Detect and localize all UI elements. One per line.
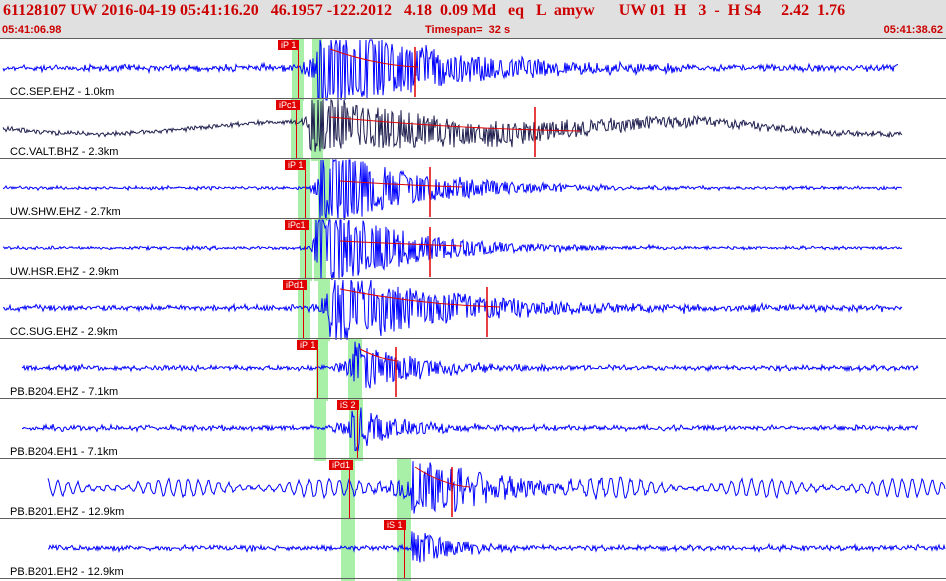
waveform-trace: [2, 39, 899, 101]
waveform-trace: [3, 279, 903, 341]
waveform-panel[interactable]: iP 1 CC.SEP.EHZ - 1.0km: [0, 38, 946, 101]
phase-pick-tag[interactable]: iS 2: [337, 400, 359, 410]
channel-label: UW.HSR.EHZ - 2.9km: [10, 266, 119, 278]
bottom-border: [0, 578, 946, 579]
phase-pick-tag[interactable]: iPd1: [329, 460, 354, 470]
coda-fit-curve: [339, 288, 501, 308]
phase-pick-line: [357, 410, 358, 458]
coda-fit-curve: [359, 348, 399, 362]
phase-pick-line: [298, 50, 299, 98]
header-bar: 61128107 UW 2016-04-19 05:41:16.20 46.19…: [0, 0, 946, 38]
coda-fit-curve: [329, 116, 581, 132]
channel-label: CC.SUG.EHZ - 2.9km: [10, 326, 118, 338]
channel-label: CC.VALT.BHZ - 2.3km: [10, 146, 119, 158]
channel-label: UW.SHW.EHZ - 2.7km: [10, 206, 121, 218]
waveform-plot: [47, 519, 946, 581]
pick-window: [300, 219, 312, 281]
pick-window: [397, 459, 411, 521]
waveform-plot: [2, 159, 903, 221]
start-time: 05:41:06.98: [2, 24, 62, 36]
phase-pick-tag[interactable]: iP 1: [297, 340, 319, 350]
pick-window: [298, 159, 310, 221]
waveform-trace: [2, 219, 903, 281]
pick-window: [316, 339, 328, 401]
waveform-plot: [2, 219, 903, 281]
phase-pick-line: [303, 290, 304, 338]
phase-pick-line: [317, 350, 318, 398]
waveform-panel[interactable]: iP 1 PB.B204.EHZ - 7.1km: [0, 338, 946, 401]
waveform-plot: [3, 279, 903, 341]
coda-fit-curve: [339, 180, 463, 188]
channel-label: PB.B201.EH2 - 12.9km: [10, 566, 124, 578]
waveform-panel[interactable]: iPc1 CC.VALT.BHZ - 2.3km: [0, 98, 946, 161]
phase-pick-line: [305, 230, 306, 278]
waveform-plot: [2, 99, 903, 161]
waveform-trace: [22, 407, 919, 452]
phase-pick-line: [349, 470, 350, 518]
pick-window: [314, 399, 326, 461]
waveform-plot: [21, 339, 919, 401]
coda-fit-curve: [339, 240, 463, 247]
waveform-plot: [22, 399, 919, 461]
waveform-trace: [47, 531, 946, 563]
waveform-panel[interactable]: iPd1 CC.SUG.EHZ - 2.9km: [0, 278, 946, 341]
waveform-panels[interactable]: iP 1 CC.SEP.EHZ - 1.0km iPc1 CC.VALT.BHZ - …: [0, 38, 946, 581]
phase-pick-line: [305, 170, 306, 218]
waveform-panel[interactable]: iPc1 UW.HSR.EHZ - 2.9km: [0, 218, 946, 281]
waveform-panel[interactable]: iS 1 PB.B201.EH2 - 12.9km: [0, 518, 946, 581]
waveform-trace: [47, 461, 946, 514]
channel-label: PB.B204.EHZ - 7.1km: [10, 386, 119, 398]
pick-window: [341, 519, 355, 581]
phase-pick-tag[interactable]: iPc1: [285, 220, 309, 230]
channel-label: CC.SEP.EHZ - 1.0km: [10, 86, 115, 98]
phase-pick-tag[interactable]: iP 1: [285, 160, 307, 170]
phase-pick-tag[interactable]: iS 1: [384, 520, 406, 530]
waveform-trace: [2, 99, 903, 152]
waveform-panel[interactable]: iP 1 UW.SHW.EHZ - 2.7km: [0, 158, 946, 221]
waveform-trace: [2, 159, 903, 221]
coda-fit-curve: [414, 466, 471, 488]
phase-pick-line: [404, 530, 405, 578]
pick-window: [298, 279, 310, 341]
phase-pick-tag[interactable]: iPc1: [276, 100, 300, 110]
waveform-panel[interactable]: iS 2 PB.B204.EH1 - 7.1km: [0, 398, 946, 461]
waveform-plot: [2, 39, 899, 101]
pick-window: [341, 459, 355, 521]
phase-pick-line: [296, 110, 297, 158]
waveform-panel[interactable]: iPd1 PB.B201.EHZ - 12.9km: [0, 458, 946, 521]
phase-pick-tag[interactable]: iPd1: [283, 280, 308, 290]
phase-pick-tag[interactable]: iP 1: [278, 40, 300, 50]
coda-fit-curve: [329, 48, 419, 68]
channel-label: PB.B204.EH1 - 7.1km: [10, 446, 118, 458]
pick-window: [291, 99, 303, 161]
waveform-trace: [21, 341, 919, 389]
channel-label: PB.B201.EHZ - 12.9km: [10, 506, 125, 518]
end-time: 05:41:38.62: [883, 24, 943, 36]
timespan-label: Timespan= 32 s: [425, 24, 511, 36]
event-title: 61128107 UW 2016-04-19 05:41:16.20 46.19…: [3, 2, 846, 19]
waveform-plot: [47, 459, 946, 521]
